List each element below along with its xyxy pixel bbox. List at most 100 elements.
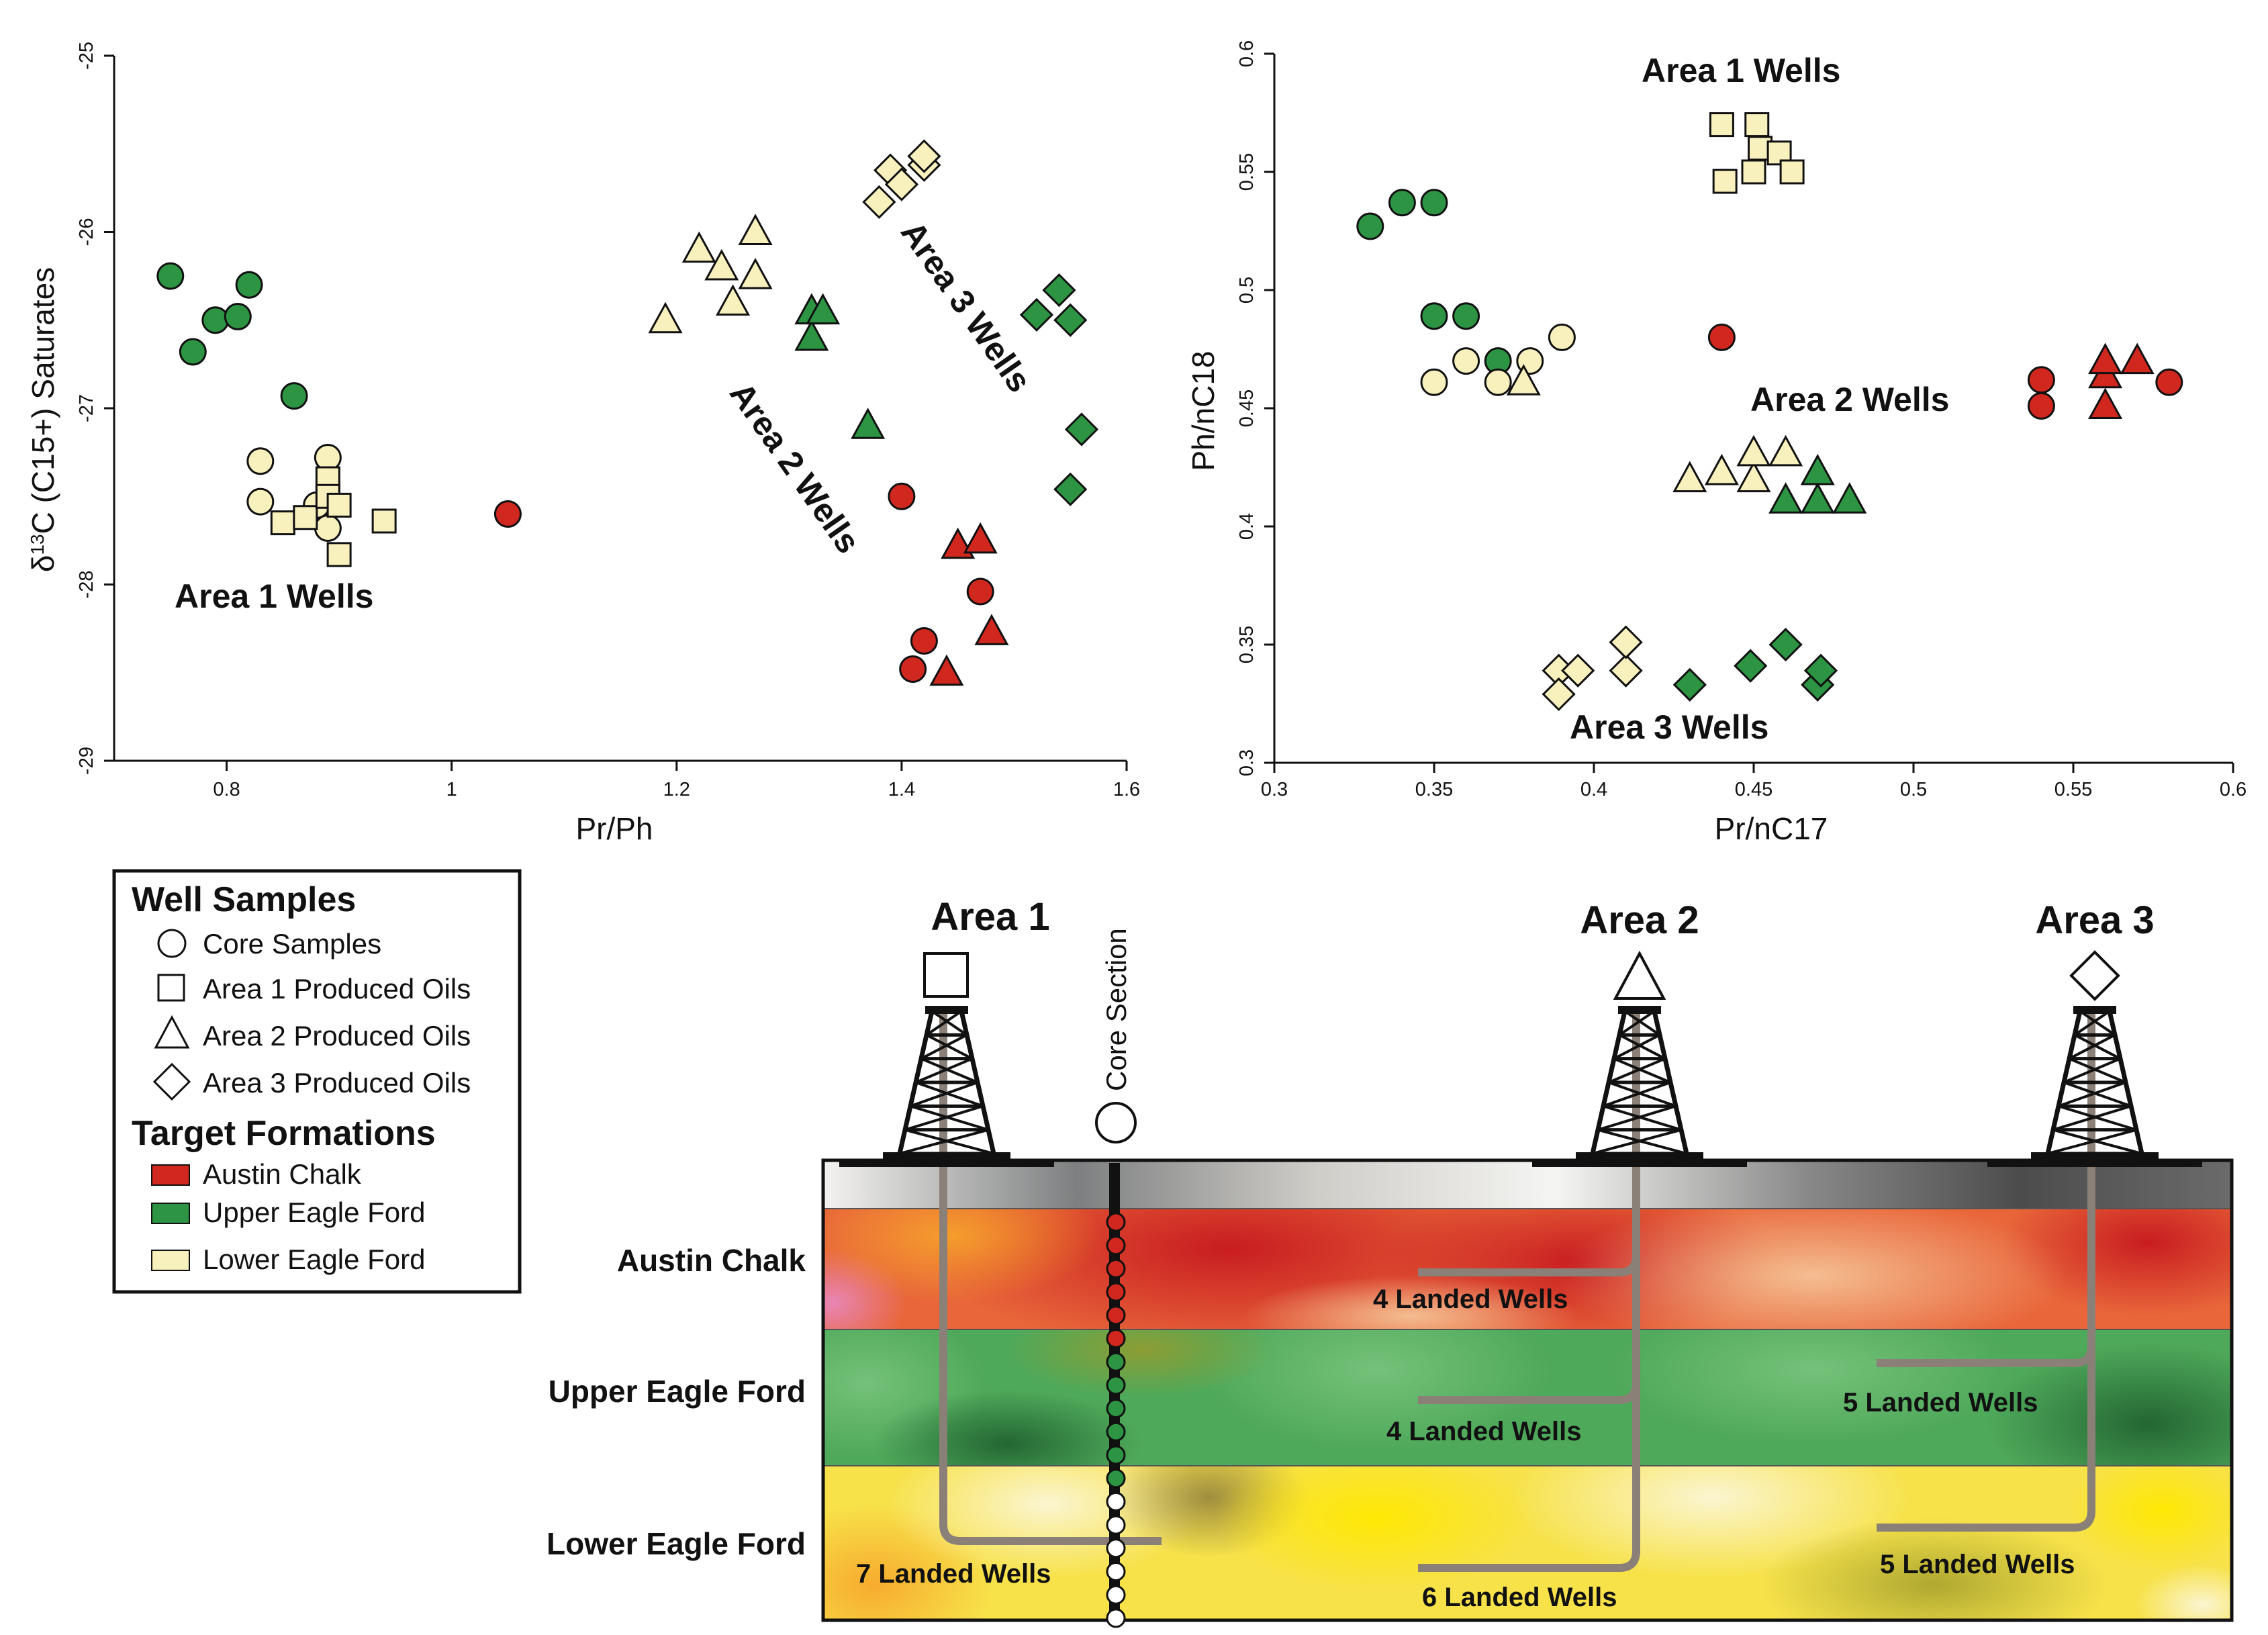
legend-item-core: Core Samples [203,928,381,960]
legend-swatch-austin-chalk [151,1164,190,1186]
chart-right-ticks: 0.3 0.35 0.4 0.45 0.5 0.55 0.6 0.3 0.35 0.4 0.45 0.… [1236,40,2247,800]
derrick-brace [1592,1128,1682,1155]
derrick-brace [931,1010,968,1036]
lower-eagle-ford-layer [823,1466,2232,1620]
legend-circle-icon [157,929,187,958]
legend-item-upper-eagle-ford: Upper Eagle Ford [203,1197,426,1228]
point-diamond-green [1042,273,1076,308]
chart-left-points [156,139,1099,686]
x-tick-label: 0.35 [1415,779,1453,800]
point-square-yellow [1779,159,1805,185]
derrick-brace [915,1081,984,1108]
point-diamond-green [1053,472,1088,506]
legend-triangle-icon [154,1015,190,1049]
derrick-brace [925,1010,963,1036]
derricks [839,1006,2202,1167]
point-diamond-yellow [862,185,896,219]
landed-wells-area2-austin: 4 Landed Wells [1373,1284,1568,1314]
well-path-area3 [1877,1014,2095,1532]
derrick-brace [920,1033,967,1060]
point-circle-green [1388,189,1416,217]
x-tick-label: 0.6 [2220,779,2247,800]
point-square-yellow [270,510,295,536]
derrick-brace [899,1128,989,1155]
legend-square-icon [157,974,185,1002]
core-sample-dot [1106,1329,1126,1348]
landed-wells-area2-upper: 4 Landed Wells [1386,1417,1581,1446]
chart-right-points [1356,112,2183,712]
point-diamond-yellow [1561,653,1595,688]
derrick-icon [1987,1006,2202,1167]
point-square-yellow [326,492,352,518]
core-sample-dot [1106,1515,1126,1535]
y-tick-label: -29 [76,747,97,775]
point-circle-yellow [1484,368,1512,396]
well-branch-area2-austin [1418,1255,1640,1276]
y-tick-label: 0.35 [1236,626,1258,663]
point-circle-green [1420,189,1448,217]
point-square-yellow [1744,112,1770,138]
y-tick-label: 0.4 [1236,513,1258,540]
point-circle-red [2155,368,2183,396]
legend: Well Samples Core Samples Area 1 Produce… [112,869,522,1294]
point-triangle-green [794,319,829,351]
legend-item-lower-eagle-ford: Lower Eagle Ford [203,1244,426,1275]
point-circle-yellow [314,514,342,542]
core-sample-dot [1106,1538,1126,1558]
point-triangle-yellow [1736,434,1771,467]
chart-left-y-label: δ13C (C15+) Saturates [26,267,60,572]
point-diamond-green [1803,653,1838,688]
formation-label-austin-chalk: Austin Chalk [617,1243,806,1278]
landed-wells-area3-upper: 5 Landed Wells [1843,1388,2038,1417]
point-diamond-green [1768,627,1803,662]
y-tick-label: 0.45 [1236,389,1258,427]
area-label-3: Area 3 [2035,898,2154,942]
legend-formations-title: Target Formations [132,1114,436,1153]
derrick-base [1532,1159,1747,1167]
point-circle-yellow [246,487,275,516]
derrick-icon [839,1006,1054,1167]
point-circle-yellow [1420,368,1448,396]
point-square-yellow [1709,112,1734,138]
legend-item-austin-chalk: Austin Chalk [203,1158,362,1190]
area1-square-icon [923,952,969,998]
cross-section-frame [821,1158,2234,1622]
point-triangle-green [806,293,841,325]
chart-left-y-label-main: δ [26,555,60,573]
derrick-brace [915,1057,973,1084]
core-sample-dot [1106,1491,1126,1511]
area-label-2: Area 2 [1580,898,1699,942]
point-square-yellow [1766,140,1792,166]
point-circle-green [201,306,230,334]
point-triangle-yellow [1736,461,1771,493]
x-tick-label: 1 [446,779,457,800]
point-triangle-green [851,408,886,439]
point-circle-red [966,577,994,606]
chart-left-ticks: 0.8 1 1.2 1.4 1.6 -25 -26 -27 -28 -29 [76,42,1140,800]
point-diamond-yellow [1609,653,1643,688]
y-tick-label: -26 [76,218,97,246]
point-triangle-green [1800,482,1835,514]
core-section-label: Core Section [1100,928,1132,1091]
austin-chalk-layer [823,1209,2232,1329]
x-tick-label: 0.4 [1580,779,1607,800]
y-tick-label: -28 [76,571,97,599]
core-sample-dot [1106,1562,1126,1581]
point-triangle-yellow [738,214,773,245]
point-diamond-green [1053,303,1088,337]
core-sample-dot [1106,1235,1126,1256]
chart-left-x-label: Pr/Ph [575,811,653,846]
point-triangle-red [929,654,964,686]
point-triangle-yellow [648,301,683,334]
point-circle-red [493,500,522,528]
point-circle-yellow [246,447,275,475]
chart-right-group-label-area3: Area 3 Wells [1570,708,1768,746]
formation-label-upper-eagle-ford: Upper Eagle Ford [549,1374,806,1409]
derrick-brace [2074,1033,2121,1060]
point-circle-red [888,482,916,510]
point-diamond-yellow [1542,677,1576,712]
chart-right: 0.3 0.35 0.4 0.45 0.5 0.55 0.6 0.3 0.35 0.4 0.45 0.… [1186,40,2247,846]
chart-right-group-label-area1: Area 1 Wells [1642,52,1840,89]
x-tick-label: 1.4 [888,779,915,800]
